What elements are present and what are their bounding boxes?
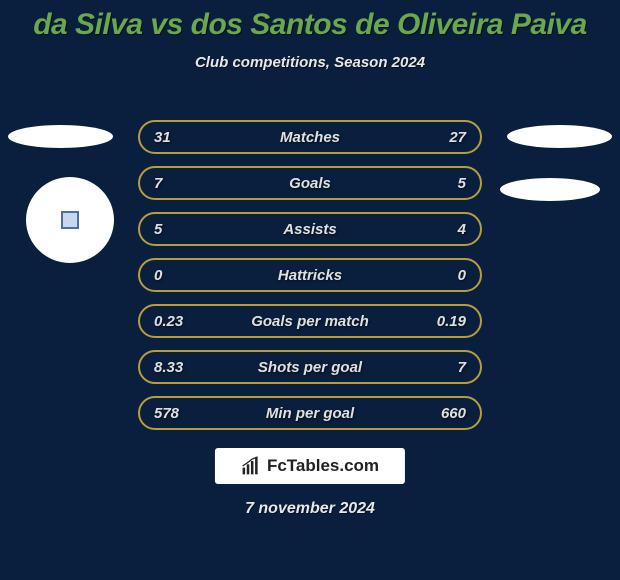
stat-left-value: 578 <box>154 405 194 422</box>
stat-label: Matches <box>194 129 426 146</box>
stat-row-shots-per-goal: 8.33 Shots per goal 7 <box>138 350 482 384</box>
stat-right-value: 27 <box>426 129 466 146</box>
stat-left-value: 31 <box>154 129 194 146</box>
page-title: da Silva vs dos Santos de Oliveira Paiva <box>0 0 620 42</box>
stat-left-value: 5 <box>154 221 194 238</box>
stat-label: Min per goal <box>194 405 426 422</box>
date-label: 7 november 2024 <box>0 500 620 518</box>
stat-row-assists: 5 Assists 4 <box>138 212 482 246</box>
stat-label: Hattricks <box>194 267 426 284</box>
stat-right-value: 4 <box>426 221 466 238</box>
stat-label: Assists <box>194 221 426 238</box>
stat-row-min-per-goal: 578 Min per goal 660 <box>138 396 482 430</box>
player-left-club-badge <box>26 177 114 263</box>
stat-label: Goals <box>194 175 426 192</box>
brand-badge[interactable]: FcTables.com <box>215 448 405 484</box>
stat-left-value: 8.33 <box>154 359 194 376</box>
stat-left-value: 0 <box>154 267 194 284</box>
stat-label: Goals per match <box>194 313 426 330</box>
stat-row-hattricks: 0 Hattricks 0 <box>138 258 482 292</box>
brand-label: FcTables.com <box>267 456 379 476</box>
chart-icon <box>241 456 261 476</box>
stat-right-value: 0.19 <box>426 313 466 330</box>
stat-right-value: 660 <box>426 405 466 422</box>
stat-right-value: 7 <box>426 359 466 376</box>
player-left-avatar-oval <box>8 125 113 148</box>
stat-left-value: 7 <box>154 175 194 192</box>
stat-row-goals-per-match: 0.23 Goals per match 0.19 <box>138 304 482 338</box>
subtitle: Club competitions, Season 2024 <box>0 54 620 71</box>
stat-left-value: 0.23 <box>154 313 194 330</box>
stat-right-value: 0 <box>426 267 466 284</box>
player-right-avatar-oval-2 <box>500 178 600 201</box>
club-badge-placeholder-icon <box>61 211 79 229</box>
stats-table: 31 Matches 27 7 Goals 5 5 Assists 4 0 Ha… <box>138 120 482 442</box>
player-right-avatar-oval-1 <box>507 125 612 148</box>
stat-row-matches: 31 Matches 27 <box>138 120 482 154</box>
stat-row-goals: 7 Goals 5 <box>138 166 482 200</box>
stat-right-value: 5 <box>426 175 466 192</box>
stat-label: Shots per goal <box>194 359 426 376</box>
